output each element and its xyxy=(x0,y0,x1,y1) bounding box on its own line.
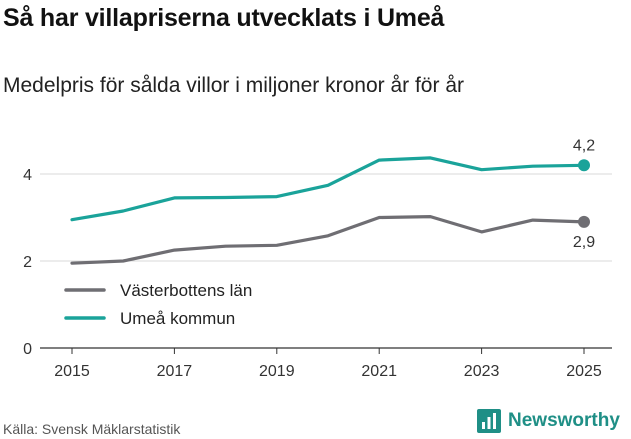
newsworthy-logo: Newsworthy xyxy=(476,406,620,436)
series-line-1 xyxy=(70,215,586,265)
brand-name: Newsworthy xyxy=(508,410,620,431)
x-tick-label: 2025 xyxy=(566,363,602,380)
y-tick-label: 4 xyxy=(23,167,32,184)
y-tick-label: 0 xyxy=(23,341,32,358)
series-end-marker-1 xyxy=(578,215,590,228)
bar-chart-icon xyxy=(477,409,501,433)
series-end-marker-2 xyxy=(578,159,590,172)
legend-label-1: Västerbottens län xyxy=(120,281,252,300)
x-tick-label: 2015 xyxy=(54,363,90,380)
chart-title: Så har villapriserna utvecklats i Umeå xyxy=(3,4,445,32)
chart-subtitle: Medelpris för sålda villor i miljoner kr… xyxy=(3,74,464,97)
x-tick-label: 2021 xyxy=(361,363,397,380)
series-end-label-1: 2,9 xyxy=(573,234,595,251)
series-end-label-2: 4,2 xyxy=(573,137,595,154)
y-tick-label: 2 xyxy=(23,254,32,271)
x-tick-label: 2017 xyxy=(157,363,193,380)
series-line-2 xyxy=(70,156,586,222)
x-tick-label: 2019 xyxy=(259,363,295,380)
x-tick-label: 2023 xyxy=(464,363,500,380)
legend-label-2: Umeå kommun xyxy=(120,309,235,328)
source-note: Källa: Svensk Mäklarstatistik xyxy=(3,421,181,437)
